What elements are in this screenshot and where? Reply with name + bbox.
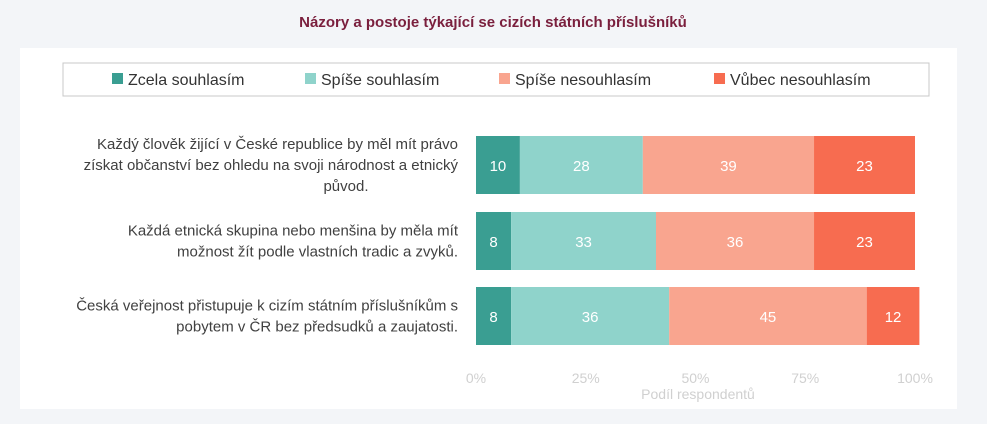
bar-segment [476,287,512,345]
data-label: 8 [489,234,497,251]
category-label-line: Každý člověk žijící v České republice by… [97,136,458,153]
legend: Zcela souhlasím Spíše souhlasím Spíše neso… [112,71,871,89]
data-label: 33 [575,234,592,251]
chart-title: Názory a postoje týkající se cizích stát… [299,14,687,31]
legend-swatch [499,73,510,84]
bar-segment [476,136,520,194]
data-label: 36 [727,234,744,251]
data-label: 36 [582,309,599,326]
bar-segment [519,136,643,194]
category-label-line: pobytem v ČR bez předsudků a zaujatosti. [176,319,458,336]
legend-label: Spíše nesouhlasím [515,72,651,89]
bar-segment [655,212,815,270]
data-label: 39 [720,158,737,175]
x-tick-label: 25% [572,370,600,386]
legend-swatch [305,73,316,84]
category-label-line: Každá etnická skupina nebo menšina by mě… [128,223,459,240]
bar-segment [642,136,815,194]
data-label: 10 [490,158,507,175]
bar-segment [511,212,656,270]
x-axis-ticks: 0% 25% 50% 75% 100% [466,370,933,386]
category-label-line: Česká veřejnost přistupuje k cizím státn… [76,298,458,315]
bar-segment [476,212,512,270]
data-label: 23 [856,158,873,175]
legend-swatch [112,73,123,84]
legend-box [62,62,930,97]
legend-label: Zcela souhlasím [128,72,245,89]
data-label: 8 [489,309,497,326]
legend-label: Vůbec nesouhlasím [730,71,871,89]
x-axis-title: Podíl respondentů [641,386,755,402]
bars: 10 28 39 23 8 33 36 23 8 36 45 12 [476,136,920,345]
bar-segment [866,287,920,345]
category-label-line: původ. [323,178,368,195]
category-label-line: možnost žít podle vlastních tradic a zvy… [177,244,458,261]
x-tick-label: 75% [791,370,819,386]
category-label-line: získat občanství bez ohledu na svoji nár… [84,157,459,174]
data-label: 12 [885,309,902,326]
data-label: 23 [856,234,873,251]
category-labels: Každý člověk žijící v České republice by… [76,136,459,336]
bar-segment [511,287,670,345]
legend-swatch [714,73,725,84]
x-tick-label: 100% [897,370,933,386]
bar-segment [814,212,915,270]
bar-segment [669,287,867,345]
x-tick-label: 50% [681,370,709,386]
x-tick-label: 0% [466,370,486,386]
legend-label: Spíše souhlasím [321,72,439,89]
bar-segment [814,136,915,194]
data-label: 28 [573,158,590,175]
data-label: 45 [760,309,777,326]
